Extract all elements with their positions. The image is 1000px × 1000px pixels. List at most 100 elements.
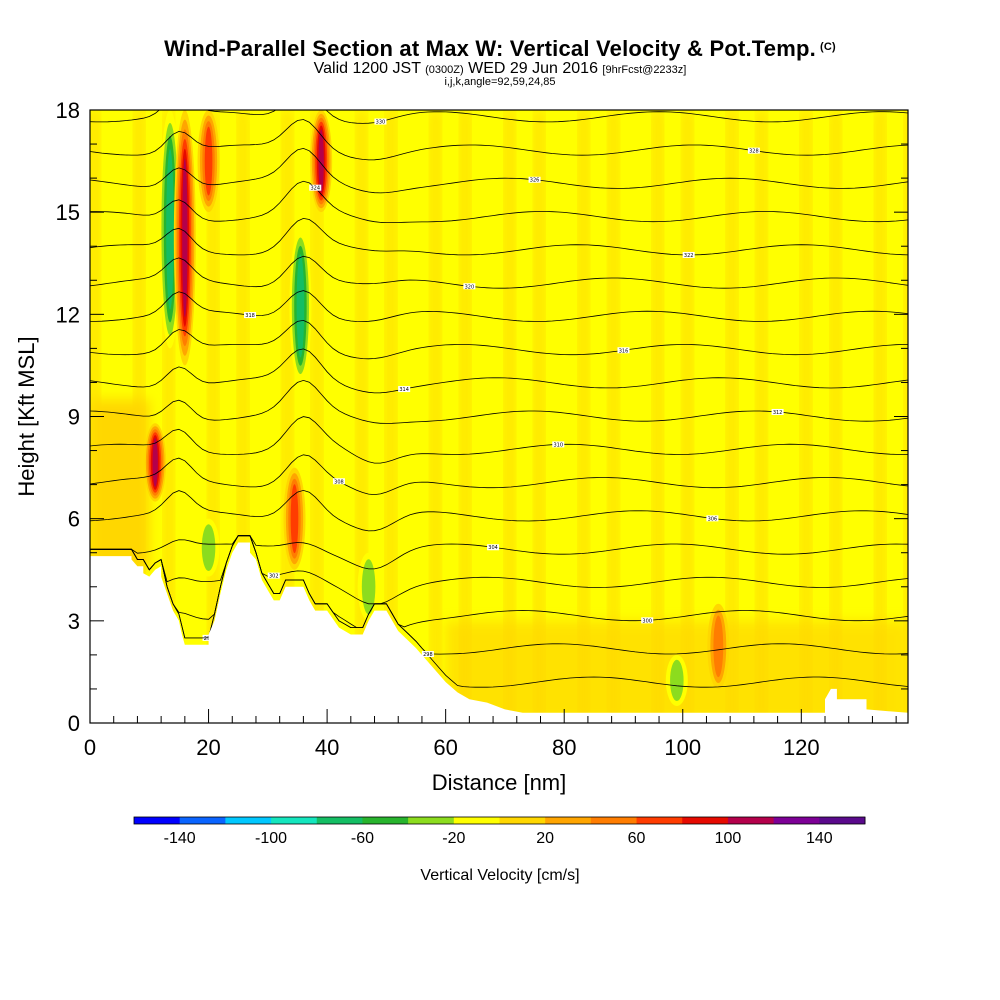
contour-label: 318	[245, 313, 255, 319]
potential-temperature-contour	[90, 147, 908, 194]
field-band	[653, 110, 663, 723]
contour-label-box	[244, 312, 257, 319]
field-band	[845, 110, 856, 723]
valid-time: Valid 1200 JST (0300Z) WED 29 Jun 2016 […	[313, 60, 687, 77]
colorbar-swatch	[225, 817, 272, 824]
contour-label-box	[332, 478, 345, 485]
field-band	[727, 110, 737, 723]
contour-label-box	[267, 572, 280, 579]
contour-label: 296	[204, 636, 214, 642]
velocity-cell	[290, 484, 299, 554]
field-band	[579, 110, 589, 723]
field-band	[282, 110, 293, 723]
y-axis: 0 3 6 9 12 15 18	[56, 98, 908, 736]
field-band	[341, 110, 352, 723]
velocity-cell	[670, 659, 684, 702]
field-band	[801, 110, 811, 723]
field-band	[534, 110, 545, 723]
velocity-cell	[182, 158, 188, 318]
field-band	[90, 399, 150, 570]
x-tick-label: 100	[664, 735, 701, 760]
potential-temperature-contour	[90, 119, 908, 161]
field-band	[164, 110, 174, 723]
x-tick-label: 0	[84, 735, 96, 760]
potential-temperature-contour	[90, 180, 908, 223]
y-tick-label: 0	[68, 711, 80, 736]
field-band	[504, 110, 515, 723]
contour-label-box	[309, 184, 322, 191]
contour-label-box	[747, 147, 760, 154]
field-band	[786, 110, 796, 723]
field-band	[667, 110, 678, 723]
contour-label: 306	[708, 516, 718, 522]
contour-label-box	[421, 651, 434, 658]
field-band	[327, 110, 337, 723]
field-band	[475, 110, 485, 723]
field-band	[149, 110, 159, 723]
contour-label: 298	[423, 652, 433, 658]
colorbar-tick-label: 20	[536, 830, 554, 847]
chart-title: Wind-Parallel Section at Max W: Vertical…	[164, 36, 836, 61]
potential-temperature-contour	[90, 110, 908, 124]
field-band	[238, 110, 248, 723]
y-tick-label: 9	[68, 405, 80, 430]
y-tick-label: 18	[56, 98, 80, 123]
contour-label: 310	[554, 442, 564, 448]
field-band	[519, 110, 530, 723]
colorbar-swatch	[727, 817, 775, 824]
y-tick-label: 6	[68, 507, 80, 532]
field-band	[623, 110, 633, 723]
colorbar-swatch	[408, 817, 455, 824]
field-band	[830, 110, 841, 723]
colorbar-swatch	[636, 817, 683, 824]
potential-temperature-contour	[90, 217, 908, 256]
field-band	[742, 110, 752, 723]
colorbar-tick-label: -140	[164, 830, 196, 847]
contour-label-box	[552, 441, 565, 448]
field-band	[356, 110, 367, 723]
x-tick-label: 60	[433, 735, 457, 760]
field-band	[445, 110, 456, 723]
field-band	[193, 110, 204, 723]
field-band	[460, 110, 470, 723]
contour-label-box	[487, 544, 500, 551]
potential-temperature-contour	[90, 416, 908, 464]
contour-label: 322	[684, 253, 694, 259]
colorbar-tick-label: 140	[806, 830, 833, 847]
contour-label: 312	[773, 410, 783, 416]
velocity-cell	[204, 126, 213, 196]
velocity-cell	[361, 559, 376, 615]
velocity-cell	[713, 615, 724, 678]
contour-label-box	[463, 283, 476, 290]
potential-temperature-contour	[90, 489, 908, 532]
x-axis-title: Distance [nm]	[432, 770, 567, 795]
colorbar-tick-label: -100	[255, 830, 287, 847]
colorbar-tick-label: 100	[715, 830, 742, 847]
contour-label: 308	[334, 479, 344, 485]
velocity-cell	[318, 129, 324, 193]
x-tick-label: 80	[552, 735, 576, 760]
contour-label-box	[617, 347, 630, 354]
colorbar-tick-label: 60	[628, 830, 646, 847]
contour-label: 314	[399, 387, 409, 393]
colorbar-swatch	[545, 817, 592, 824]
contour-label: 326	[530, 178, 540, 184]
colorbar-swatch	[362, 817, 409, 824]
field-band	[712, 110, 722, 723]
colorbar-title: Vertical Velocity [cm/s]	[420, 867, 579, 884]
field-band	[593, 110, 604, 723]
contour-label: 324	[310, 186, 320, 192]
y-tick-label: 3	[68, 609, 80, 634]
field-band	[223, 110, 233, 723]
field-band	[697, 110, 708, 723]
velocity-cell	[152, 438, 158, 487]
field-band	[860, 110, 871, 723]
contour-label-box	[374, 118, 387, 125]
contour-label: 304	[488, 545, 498, 551]
section-parameters: i,j,k,angle=92,59,24,85	[444, 76, 556, 88]
colorbar-swatch	[134, 817, 181, 824]
field-band	[208, 110, 219, 723]
field-band	[490, 110, 500, 723]
field-band	[371, 110, 382, 723]
